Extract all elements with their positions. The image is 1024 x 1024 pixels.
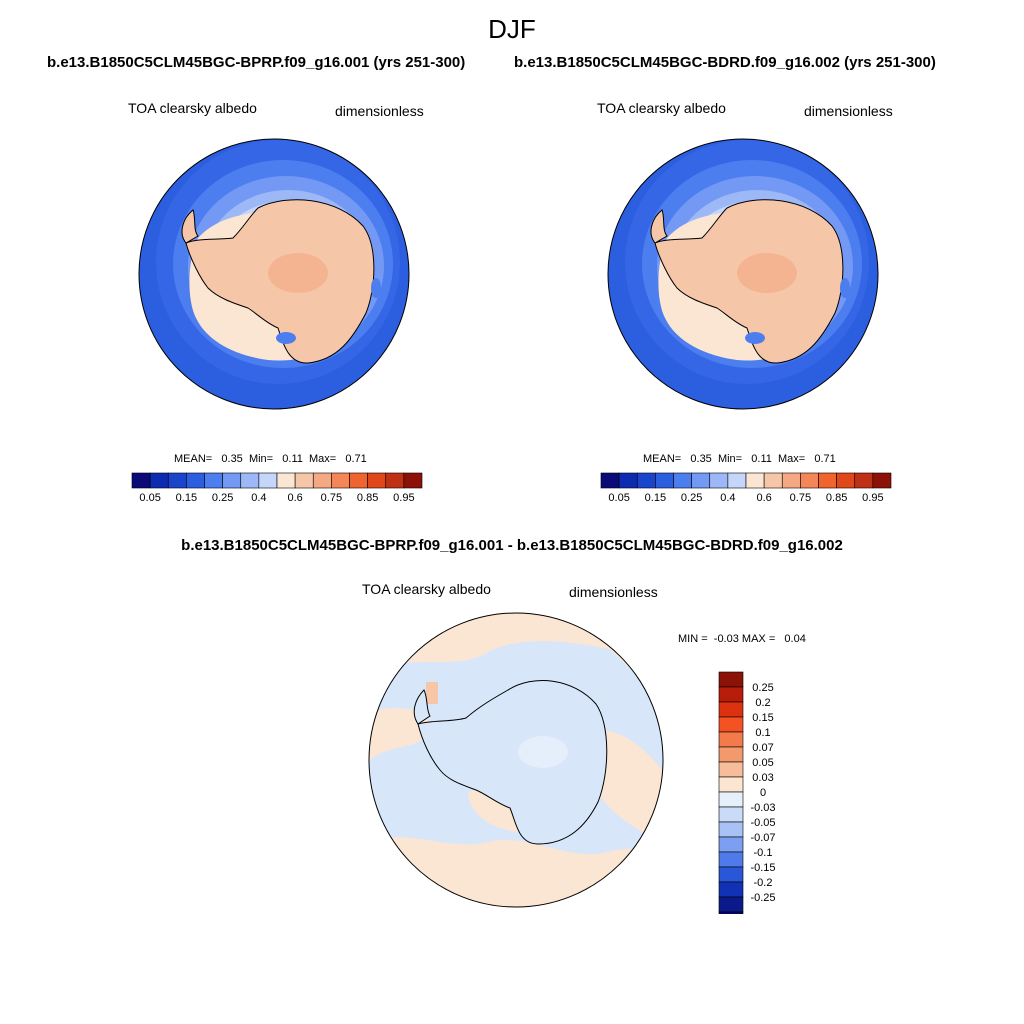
colorbar-tick-label: 0.15 [752,712,773,724]
colorbar-swatch [718,776,744,793]
colorbar-swatch [718,731,744,748]
colorbar-tick-label: -0.05 [750,817,775,829]
panel1-colorbar: 0.05 0.15 0.25 0.4 0.6 0.75 0.85 0.95 [131,472,423,504]
colorbar-tick-label: 0.05 [608,492,629,504]
colorbar-swatch [186,472,205,489]
colorbar-swatch [854,472,874,489]
colorbar-swatch [718,701,744,718]
panel1-units-label: dimensionless [335,103,424,119]
panel3-map [368,612,664,908]
colorbar-swatch [718,866,744,883]
colorbar-tick-label: -0.15 [750,862,775,874]
colorbar-tick-label: -0.25 [750,892,775,904]
panel3-variable-label: TOA clearsky albedo [362,581,491,597]
colorbar-swatch [691,472,711,489]
colorbar-tick-label: 0.05 [752,757,773,769]
colorbar-tick-label: 0.25 [212,492,233,504]
colorbar-tick-label: 0.15 [645,492,666,504]
colorbar-swatch [718,911,744,914]
panel2-variable-label: TOA clearsky albedo [597,100,726,116]
colorbar-swatch [872,472,892,489]
colorbar-swatch [204,472,223,489]
colorbar-swatch [718,791,744,808]
colorbar-swatch [718,686,744,703]
case1-title: b.e13.B1850C5CLM45BGC-BPRP.f09_g16.001 (… [47,54,466,71]
colorbar-swatch [718,896,744,913]
panel2-map [607,138,879,410]
colorbar-tick-label: -0.1 [754,847,773,859]
colorbar-tick-label: 0.75 [790,492,811,504]
colorbar-swatch [258,472,278,489]
colorbar-tick-label: 0.6 [287,492,302,504]
colorbar-swatch [618,472,638,489]
colorbar-swatch [385,472,405,489]
colorbar-tick-label: 0.95 [862,492,883,504]
colorbar-tick-label: 0.1 [755,727,770,739]
colorbar-swatch [331,472,350,489]
colorbar-swatch [222,472,242,489]
panel2-colorbar: 0.05 0.15 0.25 0.4 0.6 0.75 0.85 0.95 [600,472,892,504]
panel1-variable-label: TOA clearsky albedo [128,100,257,116]
colorbar-swatch [312,472,332,489]
panel3-colorbar: 0.25 0.2 0.15 0.1 0.07 0.05 0.03 0 -0.03 -0.05 -0.… [718,671,776,914]
colorbar-swatch [167,472,187,489]
colorbar-tick-label: 0.85 [357,492,378,504]
colorbar-swatch [718,836,744,853]
colorbar-tick-label: 0 [760,787,766,799]
colorbar-swatch [655,472,674,489]
colorbar-swatch [673,472,692,489]
colorbar-swatch [763,472,783,489]
colorbar-tick-label: 0.95 [393,492,414,504]
panel2-units-label: dimensionless [804,103,893,119]
colorbar-tick-label: 0.75 [321,492,342,504]
colorbar-swatch [294,472,314,489]
colorbar-tick-label: 0.85 [826,492,847,504]
colorbar-tick-label: -0.03 [750,802,775,814]
colorbar-tick-label: 0.25 [681,492,702,504]
panel3-units-label: dimensionless [569,584,658,600]
colorbar-tick-label: 0.07 [752,742,773,754]
colorbar-swatch [149,472,169,489]
colorbar-swatch [718,881,744,898]
panel1-map [138,138,410,410]
colorbar-swatch [276,472,296,489]
season-title: DJF [488,14,536,44]
colorbar-swatch [718,716,744,733]
colorbar-tick-label: -0.2 [754,877,773,889]
colorbar-tick-label: -0.07 [750,832,775,844]
colorbar-swatch [718,671,744,688]
colorbar-swatch [800,472,819,489]
colorbar-tick-label: 0.15 [176,492,197,504]
colorbar-tick-label: 0.4 [720,492,735,504]
case2-title: b.e13.B1850C5CLM45BGC-BDRD.f09_g16.002 (… [514,54,936,71]
colorbar-tick-label: 0.2 [755,697,770,709]
colorbar-swatch [636,472,656,489]
colorbar-swatch [781,472,801,489]
colorbar-swatch [718,806,744,823]
colorbar-swatch [727,472,747,489]
colorbar-tick-label: 0.6 [756,492,771,504]
colorbar-tick-label: 0.05 [139,492,160,504]
colorbar-swatch [600,472,620,489]
colorbar-swatch [131,472,151,489]
colorbar-swatch [718,761,744,778]
panel3-stats: MIN = -0.03 MAX = 0.04 [678,633,806,645]
colorbar-tick-label: 0.03 [752,772,773,784]
colorbar-swatch [836,472,856,489]
colorbar-swatch [349,472,368,489]
colorbar-swatch [240,472,260,489]
colorbar-swatch [367,472,387,489]
panel1-stats: MEAN= 0.35 Min= 0.11 Max= 0.71 [174,453,367,465]
colorbar-tick-label: 0.4 [251,492,266,504]
colorbar-swatch [718,821,744,838]
panel2-stats: MEAN= 0.35 Min= 0.11 Max= 0.71 [643,453,836,465]
colorbar-swatch [709,472,729,489]
colorbar-swatch [745,472,765,489]
colorbar-swatch [818,472,837,489]
colorbar-swatch [718,746,744,763]
diff-title: b.e13.B1850C5CLM45BGC-BPRP.f09_g16.001 -… [181,537,843,554]
colorbar-swatch [718,851,744,868]
colorbar-tick-label: 0.25 [752,682,773,694]
colorbar-swatch [403,472,423,489]
